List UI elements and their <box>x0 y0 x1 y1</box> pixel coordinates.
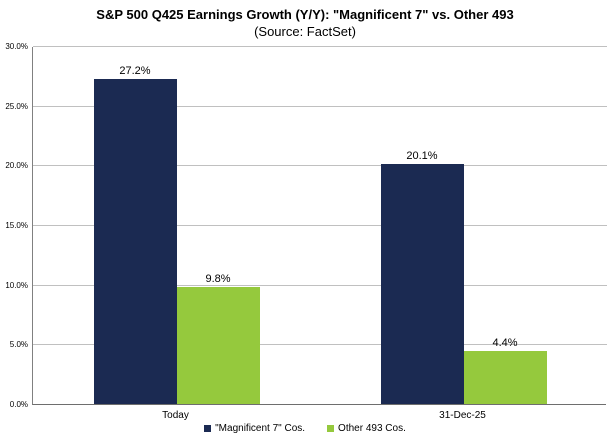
legend-label: "Magnificent 7" Cos. <box>215 423 306 434</box>
gridline <box>33 105 607 107</box>
legend-label: Other 493 Cos. <box>338 423 406 434</box>
bar-value-label: 4.4% <box>492 337 518 349</box>
bar-series-1-cat-1 <box>464 351 547 404</box>
bar-value-label: 20.1% <box>406 150 438 162</box>
bar-series-0-cat-1 <box>381 164 464 404</box>
bar-series-1-cat-0 <box>177 287 260 404</box>
y-axis-tick-label: 20.0% <box>5 161 28 171</box>
y-axis-tick-label: 30.0% <box>5 42 28 51</box>
bar-value-label: 9.8% <box>205 273 231 285</box>
y-axis-tick-label: 0.0% <box>9 400 28 409</box>
gridline <box>33 344 607 346</box>
gridline <box>33 225 607 226</box>
legend-item-1: Other 493 Cos. <box>327 423 406 434</box>
plot-area <box>32 46 607 405</box>
legend-item-0: "Magnificent 7" Cos. <box>204 423 305 434</box>
bar-series-0-cat-0 <box>94 79 177 404</box>
y-axis-tick-label: 5.0% <box>9 340 28 350</box>
gridline <box>33 165 607 167</box>
bar-value-label: 27.2% <box>119 65 151 77</box>
legend-swatch-icon <box>204 425 212 432</box>
chart-subtitle: (Source: FactSet) <box>254 24 356 39</box>
x-axis-category-label: Today <box>162 410 189 421</box>
y-axis-tick-label: 10.0% <box>5 280 28 290</box>
gridline <box>33 46 607 47</box>
legend: "Magnificent 7" Cos. Other 493 Cos. <box>0 423 610 434</box>
y-axis-tick-label: 15.0% <box>5 221 28 230</box>
gridline <box>33 284 607 286</box>
x-axis-category-label: 31-Dec-25 <box>439 410 486 421</box>
chart-title: S&P 500 Q425 Earnings Growth (Y/Y): "Mag… <box>96 7 514 22</box>
legend-swatch-icon <box>327 425 335 432</box>
y-axis-tick-label: 25.0% <box>5 101 28 111</box>
